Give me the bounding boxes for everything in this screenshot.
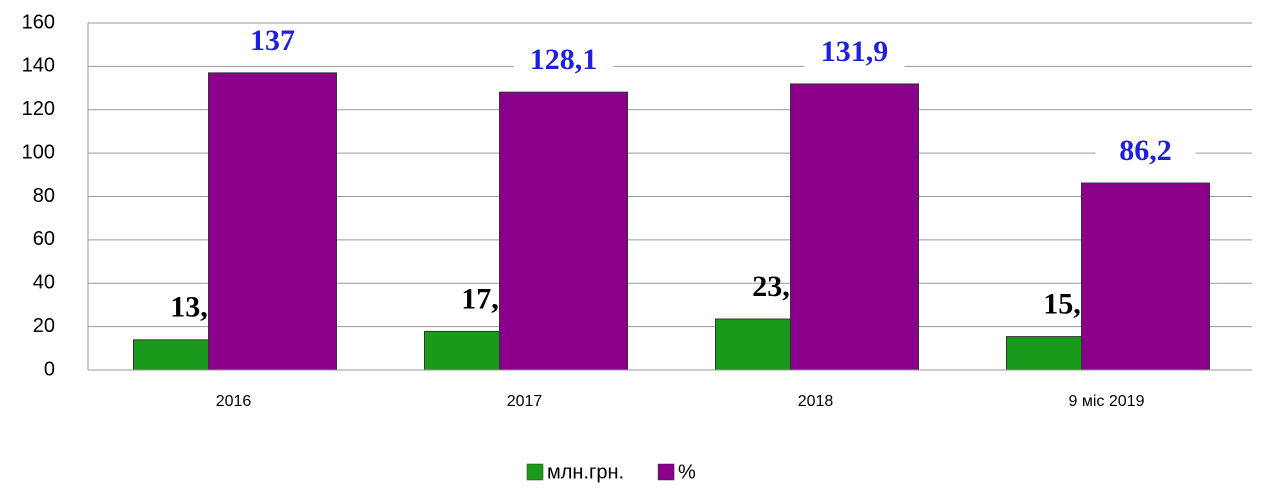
x-tick-label: 9 міс 2019 [1069, 393, 1145, 410]
y-tick-label: 140 [22, 55, 55, 77]
label-background [513, 44, 614, 81]
bar [424, 330, 500, 371]
x-tick-label: 2018 [798, 393, 834, 410]
bar [1081, 182, 1210, 371]
x-tick-label: 2016 [216, 393, 252, 410]
value-label: 131,9 [821, 35, 889, 68]
label-background [1095, 135, 1196, 172]
bar [1006, 336, 1082, 371]
legend-label: млн.грн. [547, 461, 624, 483]
y-tick-label: 120 [22, 98, 55, 120]
legend-swatch [526, 463, 544, 481]
label-background [804, 35, 905, 72]
y-tick-label: 0 [44, 358, 55, 380]
value-label: 137 [250, 24, 295, 57]
bar [208, 72, 337, 371]
value-label: 86,2 [1119, 134, 1172, 167]
x-tick-label: 2017 [507, 393, 543, 410]
legend-swatch [657, 463, 675, 481]
y-tick-label: 100 [22, 141, 55, 163]
y-tick-label: 40 [33, 272, 55, 294]
label-background [222, 24, 323, 61]
legend-label: % [678, 461, 696, 483]
y-tick-label: 80 [33, 185, 55, 207]
bar [790, 83, 919, 371]
bar [499, 91, 628, 371]
y-tick-label: 20 [33, 315, 55, 337]
bar [133, 339, 209, 371]
bar [715, 318, 791, 371]
y-tick-label: 160 [22, 11, 55, 33]
value-label: 128,1 [530, 43, 598, 76]
y-tick-label: 60 [33, 228, 55, 250]
